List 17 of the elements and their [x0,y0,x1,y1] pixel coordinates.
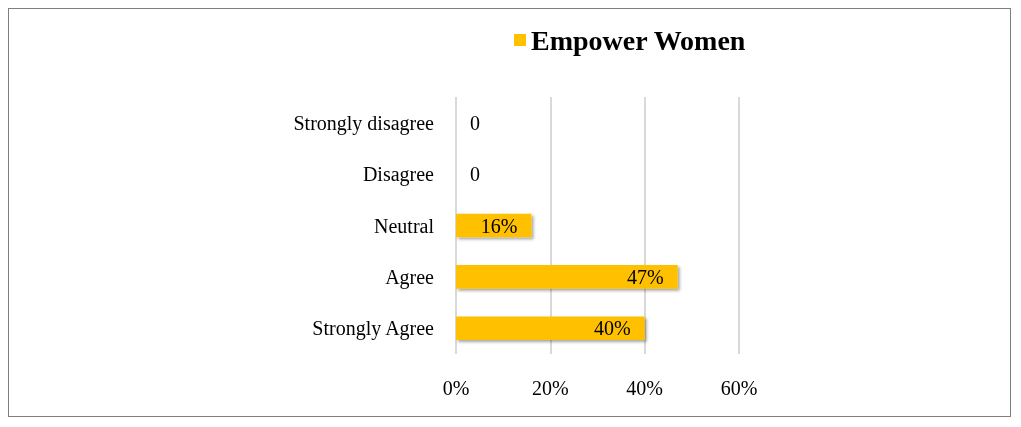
y-tick-label: Agree [385,265,435,289]
data-label: 40% [593,317,631,340]
data-label: 47% [627,265,664,288]
y-tick-label: Strongly disagree [293,111,435,135]
y-tick-label: Neutral [374,214,435,237]
x-tick-label: 40% [626,377,663,399]
x-tick-label: 0% [442,377,470,399]
data-label: 0 [470,111,480,134]
bar [456,265,678,289]
data-label: 0 [470,163,480,186]
y-tick-label: Disagree [362,163,435,187]
y-tick-label: Strongly Agree [312,317,435,341]
bar [456,316,645,341]
x-tick-label: 20% [532,377,569,399]
data-label: 16% [480,214,518,237]
x-tick-label: 60% [720,377,758,399]
legend-label: Empower Women [531,24,746,56]
